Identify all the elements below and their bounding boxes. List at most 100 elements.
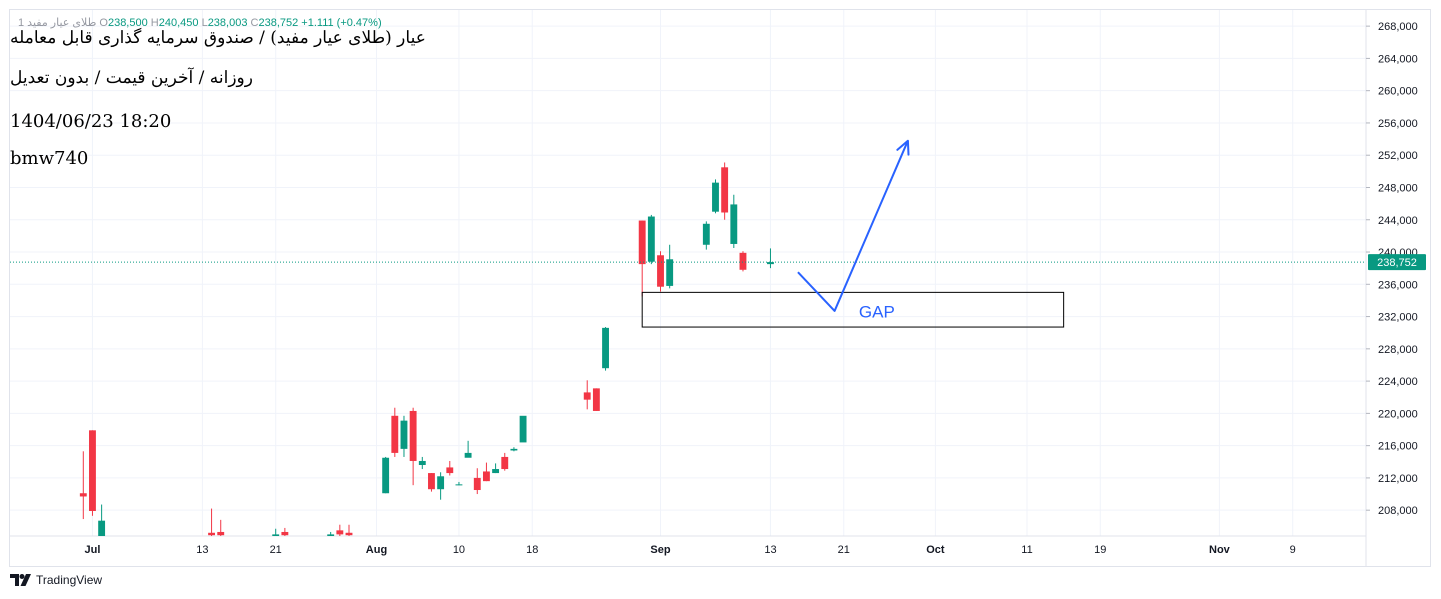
candle (592, 388, 600, 411)
x-tick-label: Nov (1209, 544, 1231, 556)
candle (217, 519, 225, 536)
x-tick-label: 9 (1290, 544, 1296, 556)
forecast-arrow-head[interactable] (896, 139, 910, 156)
tradingview-branding[interactable]: TradingView (10, 573, 102, 587)
candle-body (730, 204, 738, 244)
close-value: 238,752 (258, 17, 299, 29)
x-tick-label: 11 (1021, 544, 1032, 556)
candle-body (428, 473, 435, 490)
x-tick-label: Jul (85, 544, 101, 556)
gap-rectangle[interactable] (641, 291, 1065, 328)
last-price-label: 238,752 (1377, 257, 1417, 269)
x-tick-label: 21 (270, 544, 282, 556)
candle (382, 456, 390, 494)
symbol-small-label: طلای عیار مفید 1 (18, 17, 97, 29)
candle (739, 251, 747, 272)
candle (702, 221, 710, 250)
candle (98, 504, 106, 536)
x-axis[interactable]: Jul 13 21 Aug 10 18 Sep 13 21 Oct 11 19 Nov 9 (85, 544, 1296, 556)
ohlc-legend: طلای عیار مفید 1 O238,500 H240,450 L238,… (18, 16, 382, 29)
x-tick-label: Oct (926, 544, 945, 556)
low-label: L (201, 17, 208, 29)
candle (391, 407, 399, 457)
y-tick-label: 224,000 (1378, 376, 1418, 388)
candle-body (712, 182, 719, 212)
chart-subtitle: روزانه / آخرین قیمت / بدون تعدیل (10, 68, 253, 88)
candle-body (657, 255, 664, 287)
candle-body (473, 477, 481, 491)
candle-body (98, 520, 106, 536)
candle (281, 527, 289, 536)
candle (208, 508, 216, 536)
y-tick-label: 228,000 (1378, 344, 1418, 356)
candle-body (510, 448, 518, 451)
x-tick-label: 10 (453, 544, 465, 556)
y-tick-label: 236,000 (1378, 279, 1418, 291)
x-tick-label: 19 (1094, 544, 1106, 556)
candle-body (519, 415, 527, 443)
candle (492, 463, 500, 474)
candle (79, 451, 87, 520)
y-axis[interactable]: 208,000 212,000 216,000 220,000 224,000 228,0… (1366, 21, 1426, 517)
y-tick-label: 232,000 (1378, 312, 1418, 324)
open-label: O (99, 17, 108, 29)
x-tick-label: 18 (526, 544, 538, 556)
candle (767, 248, 774, 269)
candle (721, 162, 729, 220)
candle (583, 380, 591, 410)
candle (482, 462, 490, 482)
low-value: 238,003 (207, 17, 248, 29)
candle (455, 481, 463, 486)
candle-body (482, 471, 490, 482)
change-value: +1.111 (+0.47%) (301, 17, 382, 29)
candle (428, 473, 435, 492)
candles (10, 162, 1366, 536)
candle-body (739, 252, 747, 270)
candle-body (437, 476, 445, 490)
x-tick-label: 21 (838, 544, 850, 556)
y-tick-label: 264,000 (1378, 53, 1418, 65)
high-value: 240,450 (158, 17, 199, 29)
drawings[interactable]: GAP (641, 139, 1065, 328)
username-text: bmw740 (10, 148, 89, 169)
candle (519, 415, 527, 443)
grid-lines (10, 10, 1366, 536)
forecast-arrow[interactable] (797, 140, 909, 312)
candle-body (217, 531, 225, 536)
gap-label[interactable]: GAP (859, 303, 895, 322)
x-tick-label: Sep (650, 544, 670, 556)
candle (400, 415, 408, 457)
candle-body (89, 430, 96, 511)
candle-body (583, 392, 591, 400)
candle (602, 327, 609, 371)
candle-body (602, 327, 609, 369)
candle (657, 251, 664, 292)
x-tick-label: Aug (366, 544, 387, 556)
candle-body (767, 262, 774, 265)
candle-body (382, 457, 390, 494)
y-tick-label: 256,000 (1378, 118, 1418, 130)
candle-body (666, 259, 674, 286)
candle-body (464, 452, 472, 458)
candle-body (281, 531, 289, 536)
candle (712, 179, 719, 214)
chart-frame (9, 9, 1431, 567)
chart-title: عیار (طلای عیار مفید) / صندوق سرمایه گذا… (10, 28, 426, 48)
candle-body (391, 415, 399, 453)
x-tick-label: 13 (196, 544, 208, 556)
y-tick-label: 216,000 (1378, 441, 1418, 453)
timestamp-text: 1404/06/23 18:20 (10, 111, 172, 132)
candle-body (400, 420, 408, 449)
last-price-badge (1368, 254, 1426, 271)
candle-body (79, 493, 87, 497)
candle (409, 407, 417, 486)
x-tick-label: 13 (764, 544, 776, 556)
y-tick-label: 248,000 (1378, 182, 1418, 194)
candle (647, 214, 655, 265)
candle-body (409, 410, 417, 461)
tradingview-name: TradingView (36, 573, 103, 587)
candle (345, 524, 353, 536)
candle (473, 468, 481, 495)
candle-body (492, 469, 500, 474)
